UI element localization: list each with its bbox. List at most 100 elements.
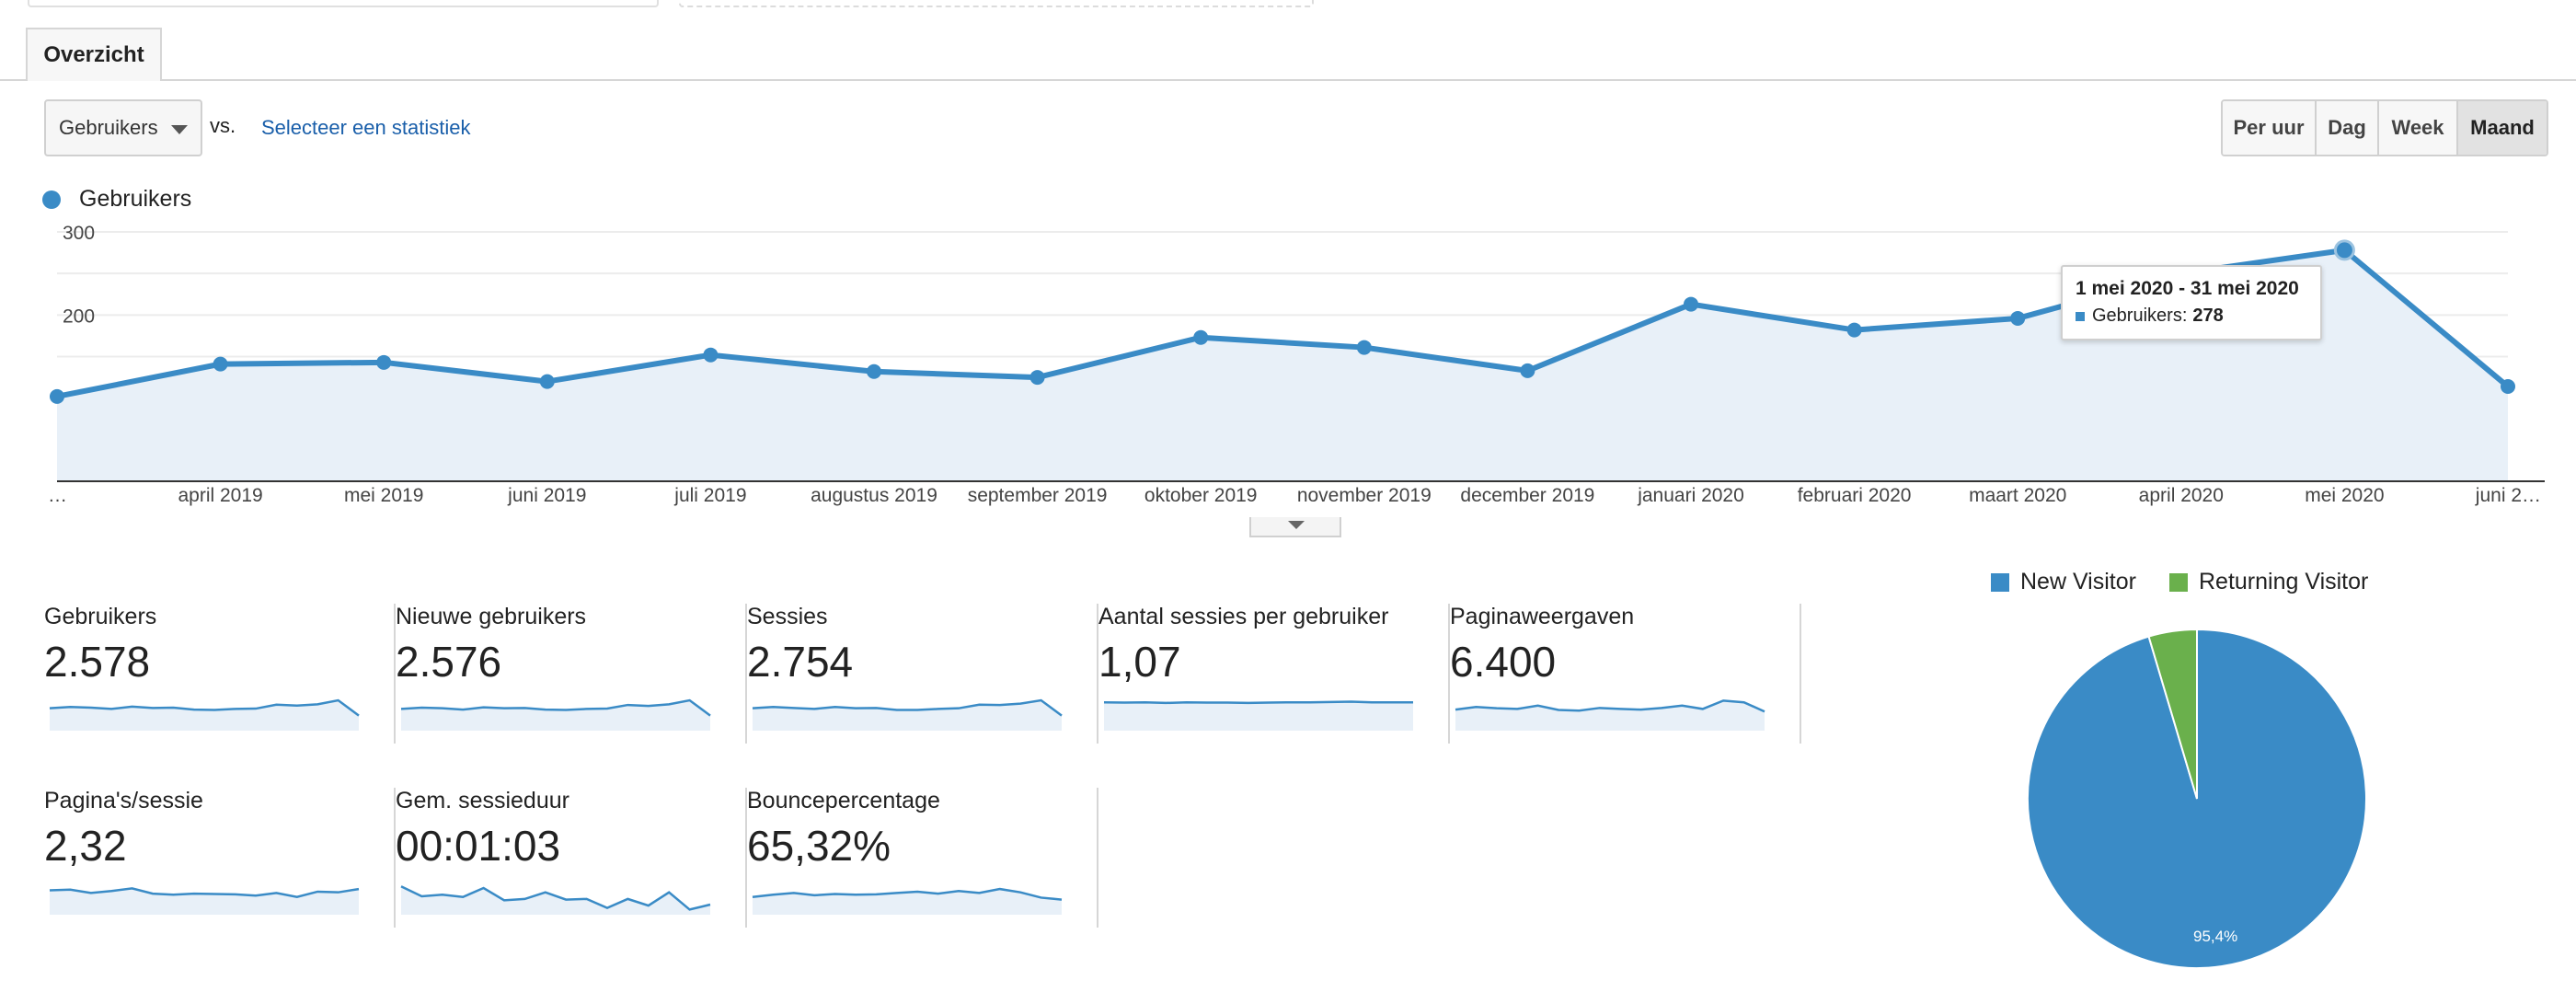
metric-tile[interactable]: Gebruikers 2.578	[44, 604, 396, 744]
data-point[interactable]	[50, 388, 64, 404]
visitor-type-pie-chart	[2027, 628, 2367, 969]
granularity-toggle: Per uur Dag Week Maand	[2221, 99, 2548, 156]
sparkline-line	[49, 698, 360, 717]
metric-value: 2.754	[747, 638, 854, 686]
tab-overzicht[interactable]: Overzicht	[26, 28, 162, 81]
sparkline-area	[1104, 701, 1413, 731]
metric-value: 6.400	[1450, 638, 1557, 686]
pie-slice[interactable]	[2147, 628, 2198, 800]
metric-sparkline	[400, 698, 711, 731]
pie-percentage-label: 95,4%	[2193, 928, 2238, 945]
data-point[interactable]	[1029, 370, 1045, 386]
x-tick-label: december 2019	[1460, 485, 1594, 506]
tooltip-series-label: Gebruikers:	[2092, 306, 2188, 326]
granularity-dag-button[interactable]: Dag	[2317, 101, 2379, 155]
legend-label: Gebruikers	[79, 186, 192, 212]
metric-tile[interactable]: Bouncepercentage 65,32%	[747, 788, 1098, 928]
new-visitor-swatch	[1991, 572, 2009, 592]
chart-tooltip: 1 mei 2020 - 31 mei 2020 Gebruikers: 278	[2061, 265, 2322, 340]
vs-label: vs.	[210, 114, 236, 137]
metric-value: 00:01:03	[396, 822, 561, 870]
data-point[interactable]	[2501, 379, 2515, 395]
metric-value: 2.576	[396, 638, 502, 686]
tooltip-date-range: 1 mei 2020 - 31 mei 2020	[2076, 278, 2299, 299]
metric-tile[interactable]: Gem. sessieduur 00:01:03	[396, 788, 747, 928]
data-point[interactable]	[539, 374, 555, 389]
metric-label: Bouncepercentage	[747, 788, 940, 813]
sparkline-line	[49, 887, 360, 899]
sparkline-area	[1455, 700, 1765, 731]
data-point[interactable]	[2333, 239, 2355, 261]
metric-label: Gebruikers	[44, 604, 157, 629]
pie-legend-returning-label: Returning Visitor	[2199, 569, 2369, 594]
x-tick-label: mei 2019	[344, 485, 423, 506]
x-tick-label: mei 2020	[2305, 485, 2384, 506]
x-tick-label: februari 2020	[1798, 485, 1912, 506]
pie-legend-new: New Visitor	[1991, 569, 2136, 595]
x-tick-label: juli 2019	[673, 485, 746, 506]
sparkline-line	[752, 698, 1063, 717]
pie-legend-new-label: New Visitor	[2020, 569, 2136, 594]
sparkline-line	[1455, 699, 1765, 713]
data-point[interactable]	[1520, 363, 1535, 378]
segment-placeholder[interactable]	[679, 0, 1314, 7]
metric-tile[interactable]: Nieuwe gebruikers 2.576	[396, 604, 747, 744]
data-point[interactable]	[376, 354, 392, 370]
x-tick-label: juni 2…	[2475, 485, 2541, 506]
x-tick-label: januari 2020	[1637, 485, 1744, 506]
data-point[interactable]	[703, 347, 719, 363]
metric-select[interactable]: Gebruikers	[44, 99, 202, 156]
x-tick-label: maart 2020	[1969, 485, 2066, 506]
tooltip-series-swatch	[2076, 311, 2085, 321]
data-point[interactable]	[867, 363, 881, 379]
metric-sparkline	[1455, 699, 1765, 731]
chart-legend: Gebruikers	[42, 186, 191, 213]
metric-value: 2,32	[44, 822, 127, 870]
granularity-maand-button[interactable]: Maand	[2458, 101, 2547, 155]
data-point[interactable]	[1684, 296, 1698, 312]
collapse-chart-button[interactable]	[1249, 517, 1341, 537]
metric-sparkline	[1103, 700, 1413, 731]
metric-label: Pagina's/sessie	[44, 788, 203, 813]
sparkline-line	[400, 698, 711, 717]
sparkline-line	[1103, 700, 1413, 705]
metric-tile[interactable]: Aantal sessies per gebruiker 1,07	[1098, 604, 1450, 744]
metric-label: Gem. sessieduur	[396, 788, 569, 813]
pie-legend-returning: Returning Visitor	[2169, 569, 2368, 595]
metric-sparkline	[752, 887, 1063, 915]
data-point[interactable]	[1356, 340, 1372, 355]
data-point[interactable]	[1846, 322, 1862, 338]
y-tick-label: 200	[63, 306, 95, 327]
chevron-down-icon	[171, 125, 188, 134]
metric-value: 2.578	[44, 638, 151, 686]
metric-sparkline	[49, 887, 360, 915]
metric-label: Nieuwe gebruikers	[396, 604, 587, 629]
metric-label: Aantal sessies per gebruiker	[1098, 604, 1389, 629]
series-area	[57, 249, 2508, 481]
sparkline-line	[752, 887, 1063, 901]
data-point[interactable]	[213, 356, 228, 372]
data-point[interactable]	[1193, 329, 1209, 345]
search-box-top[interactable]	[28, 0, 659, 7]
returning-visitor-swatch	[2169, 572, 2188, 592]
metric-tile[interactable]: Pagina's/sessie 2,32	[44, 788, 396, 928]
metric-sparkline	[752, 698, 1063, 731]
metric-sparkline	[49, 698, 360, 731]
x-tick-label: …	[48, 485, 67, 506]
compare-metric-link[interactable]: Selecteer een statistiek	[261, 116, 471, 139]
metric-value: 1,07	[1098, 638, 1181, 686]
legend-dot-icon	[42, 190, 61, 209]
metric-value: 65,32%	[747, 822, 891, 870]
metric-select-value: Gebruikers	[59, 116, 158, 139]
x-tick-label: april 2019	[178, 485, 262, 506]
y-tick-label: 300	[63, 223, 95, 244]
granularity-week-button[interactable]: Week	[2379, 101, 2458, 155]
granularity-per-uur-button[interactable]: Per uur	[2223, 101, 2317, 155]
tab-bar-divider	[0, 79, 2576, 81]
metric-tile[interactable]: Sessies 2.754	[747, 604, 1098, 744]
metric-sparkline	[400, 885, 711, 915]
x-tick-label: april 2020	[2139, 485, 2224, 506]
data-point[interactable]	[2010, 310, 2026, 326]
metric-tile[interactable]: Paginaweergaven 6.400	[1450, 604, 1801, 744]
